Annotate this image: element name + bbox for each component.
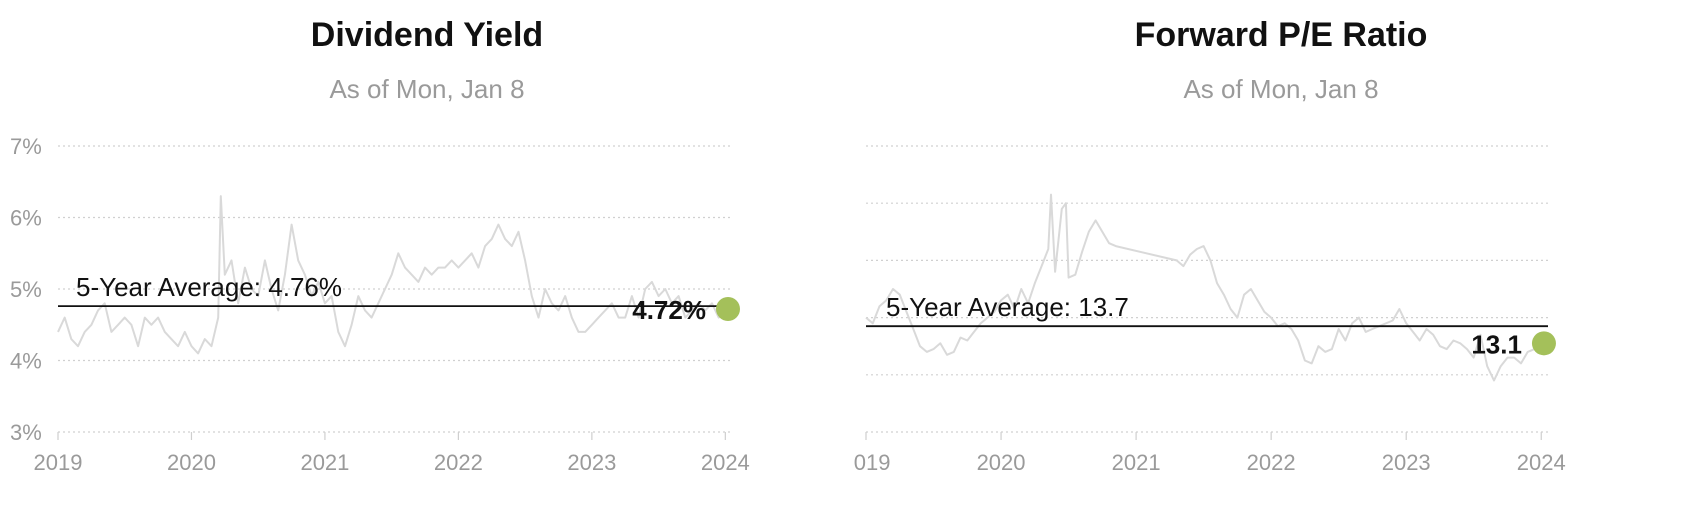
dividend-yield-chart: 3% 4% 5% 6% 7% 2019 2020 2021 2022 2023 2024 5-Year… — [10, 134, 750, 475]
y-tick-label: 6% — [10, 206, 42, 231]
forward-pe-panel: Forward P/E Ratio As of Mon, Jan 8 10121… — [854, 0, 1708, 526]
y-tick-label: 5% — [10, 277, 42, 302]
x-tick-label: 2022 — [1247, 450, 1296, 475]
y-tick-label: 4% — [10, 349, 42, 374]
chart-subtitle: As of Mon, Jan 8 — [329, 74, 525, 104]
x-tick-label: 2020 — [977, 450, 1026, 475]
series-line — [865, 193, 1542, 382]
x-tick-label: 2019 — [854, 450, 890, 475]
x-tick-label: 2022 — [434, 450, 483, 475]
chart-subtitle: As of Mon, Jan 8 — [1183, 74, 1379, 104]
y-tick-label: 7% — [10, 134, 42, 159]
x-tick-label: 2023 — [1382, 450, 1431, 475]
x-tick-label: 2024 — [1517, 450, 1566, 475]
y-tick-label: 3% — [10, 420, 42, 445]
x-tick-label: 2020 — [167, 450, 216, 475]
latest-value-label: 4.72% — [632, 295, 706, 325]
forward-pe-chart: 1012141618202019202020212022202320245-Ye… — [854, 145, 1566, 475]
x-tick-label: 2021 — [1112, 450, 1161, 475]
latest-value-label: 13.1 — [1471, 329, 1522, 359]
x-tick-label: 2021 — [300, 450, 349, 475]
x-tick-label: 2023 — [567, 450, 616, 475]
x-tick-label: 2019 — [34, 450, 83, 475]
average-label: 5-Year Average: 13.7 — [886, 292, 1129, 322]
latest-value-marker — [1531, 331, 1556, 356]
latest-value-marker — [715, 297, 740, 322]
average-label: 5-Year Average: 4.76% — [76, 272, 342, 302]
dividend-yield-panel: Dividend Yield As of Mon, Jan 8 3% 4% 5% 6%… — [10, 16, 750, 475]
x-tick-label: 2024 — [701, 450, 750, 475]
chart-title: Dividend Yield — [310, 16, 544, 54]
chart-title: Forward P/E Ratio — [1134, 16, 1428, 54]
